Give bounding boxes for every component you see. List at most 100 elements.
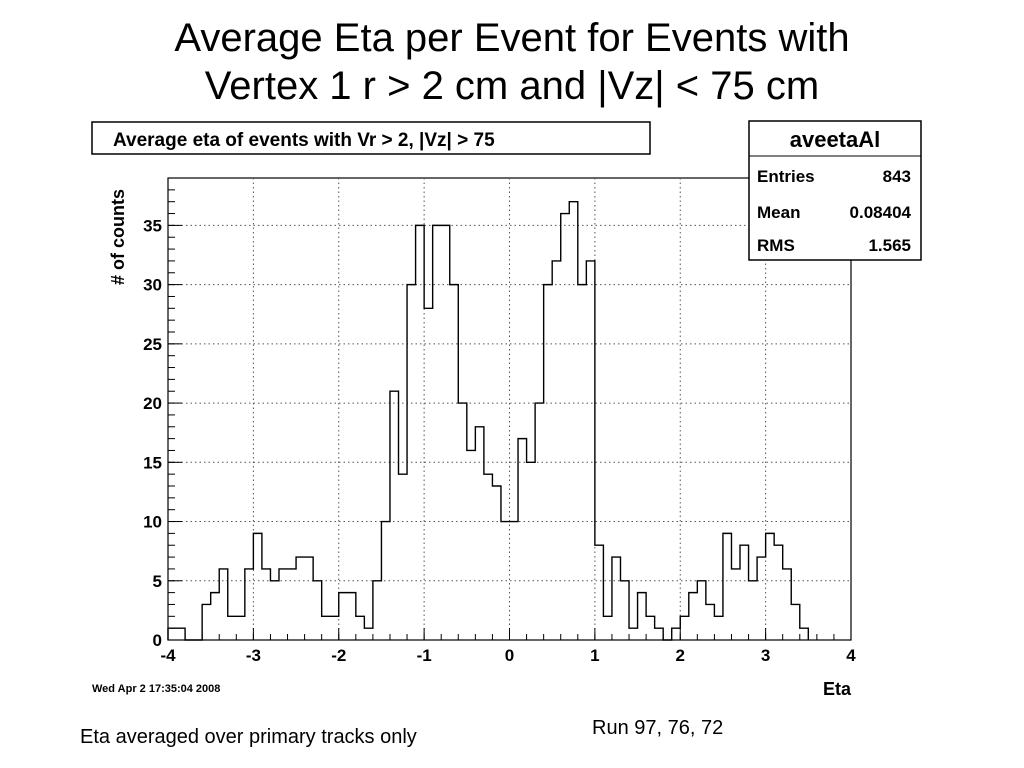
slide-title-line2: Vertex 1 r > 2 cm and |Vz| < 75 cm xyxy=(204,64,820,108)
histogram-bin xyxy=(322,616,331,640)
histogram-bin xyxy=(484,474,493,640)
histogram-bin xyxy=(561,214,570,640)
histogram-bin xyxy=(219,569,228,640)
x-tick-label: -3 xyxy=(246,646,261,665)
histogram-bin xyxy=(749,581,758,640)
histogram-series-line xyxy=(167,200,810,641)
histogram-bin xyxy=(433,225,442,640)
histogram-bin xyxy=(800,628,809,640)
histogram-bin xyxy=(228,616,237,640)
histogram-bin xyxy=(339,593,348,640)
histogram-bin xyxy=(783,569,792,640)
histogram-bin xyxy=(586,261,595,640)
y-tick-label: 0 xyxy=(153,631,162,650)
histogram-bin xyxy=(774,545,783,640)
histogram-bin xyxy=(518,439,527,640)
histogram-bin xyxy=(706,604,715,640)
stats-entries-label: Entries xyxy=(757,167,815,186)
histogram-bin xyxy=(689,593,698,640)
histogram-bin xyxy=(245,569,254,640)
y-tick-label: 25 xyxy=(143,335,162,354)
x-tick-label: -4 xyxy=(160,646,176,665)
histogram-bin xyxy=(740,545,749,640)
histogram-bin xyxy=(731,569,740,640)
tick-labels: -4 -3 -2 -1 0 1 2 3 4 0 5 10 15 20 25 30 35 xyxy=(143,216,856,665)
x-axis-label: Eta xyxy=(823,679,852,699)
histogram-bin xyxy=(262,569,271,640)
stats-rms-label: RMS xyxy=(757,236,795,255)
slide-title: Average Eta per Event for Events with Ve… xyxy=(0,14,1024,110)
histogram-bin xyxy=(603,616,612,640)
histogram-bin xyxy=(416,225,425,640)
stats-rms-value: 1.565 xyxy=(868,236,911,255)
histogram-bin xyxy=(168,628,177,640)
histogram-bin xyxy=(390,391,399,640)
x-tick-label: 2 xyxy=(676,646,685,665)
histogram-bin xyxy=(672,628,681,640)
x-tick-label: -2 xyxy=(331,646,346,665)
histogram-bin xyxy=(629,628,638,640)
histogram-bins xyxy=(168,202,808,640)
histogram-bin xyxy=(441,225,450,640)
histogram-bin xyxy=(595,545,604,640)
note-left: Eta averaged over primary tracks only xyxy=(80,726,417,748)
x-tick-label: 1 xyxy=(590,646,599,665)
y-tick-label: 15 xyxy=(143,453,162,472)
y-axis-label: # of counts xyxy=(108,189,128,285)
histogram-bin xyxy=(211,593,220,640)
histogram-bin xyxy=(305,557,314,640)
histogram-bin xyxy=(347,593,356,640)
x-tick-label: -1 xyxy=(417,646,432,665)
histogram-bin xyxy=(279,569,288,640)
stats-box: aveetaAl Entries 843 Mean 0.08404 RMS 1.… xyxy=(748,120,922,261)
histogram-bin xyxy=(475,427,484,640)
y-tick-label: 10 xyxy=(143,513,162,532)
stats-mean-label: Mean xyxy=(757,203,800,222)
y-tick-label: 5 xyxy=(153,572,162,591)
histogram-bin xyxy=(620,581,629,640)
histogram-bin xyxy=(612,557,621,640)
histogram-bin xyxy=(313,581,322,640)
histogram-bin xyxy=(638,593,647,640)
histogram-bin xyxy=(288,569,297,640)
histogram-bin xyxy=(177,628,186,640)
histogram-title-box: Average eta of events with Vr > 2, |Vz| … xyxy=(91,121,651,155)
histogram-bin xyxy=(253,533,262,640)
histogram-bin xyxy=(569,202,578,640)
histogram-bin xyxy=(270,581,279,640)
histogram-bin xyxy=(655,628,664,640)
histogram-bin xyxy=(399,474,408,640)
histogram-bin xyxy=(330,616,339,640)
timestamp: Wed Apr 2 17:35:04 2008 xyxy=(92,683,220,695)
histogram-bin xyxy=(356,616,365,640)
histogram-bin xyxy=(697,581,706,640)
x-tick-label: 4 xyxy=(846,646,856,665)
stats-name: aveetaAl xyxy=(790,127,881,152)
histogram-bin xyxy=(791,604,800,640)
histogram-bin xyxy=(364,628,373,640)
histogram-bin xyxy=(296,557,305,640)
histogram-bin xyxy=(723,533,732,640)
histogram-bin xyxy=(646,616,655,640)
histogram-bin xyxy=(680,616,689,640)
y-tick-label: 30 xyxy=(143,276,162,295)
histogram-bin xyxy=(424,308,433,640)
histogram-bin xyxy=(766,533,775,640)
histogram-bin xyxy=(202,604,211,640)
axis-ticks xyxy=(167,177,852,641)
histogram-bin xyxy=(714,616,723,640)
stats-entries-value: 843 xyxy=(883,167,911,186)
y-tick-label: 20 xyxy=(143,394,162,413)
histogram-title: Average eta of events with Vr > 2, |Vz| … xyxy=(113,130,495,151)
histogram-bin xyxy=(236,616,245,640)
note-right: Run 97, 76, 72 xyxy=(592,717,724,739)
histogram-bin xyxy=(467,450,476,640)
histogram-bin xyxy=(552,261,561,640)
x-tick-label: 0 xyxy=(505,646,514,665)
histogram-bin xyxy=(757,557,766,640)
y-tick-label: 35 xyxy=(143,216,162,235)
slide-title-line1: Average Eta per Event for Events with xyxy=(174,16,850,60)
stats-mean-value: 0.08404 xyxy=(850,203,912,222)
histogram-bin xyxy=(492,486,501,640)
